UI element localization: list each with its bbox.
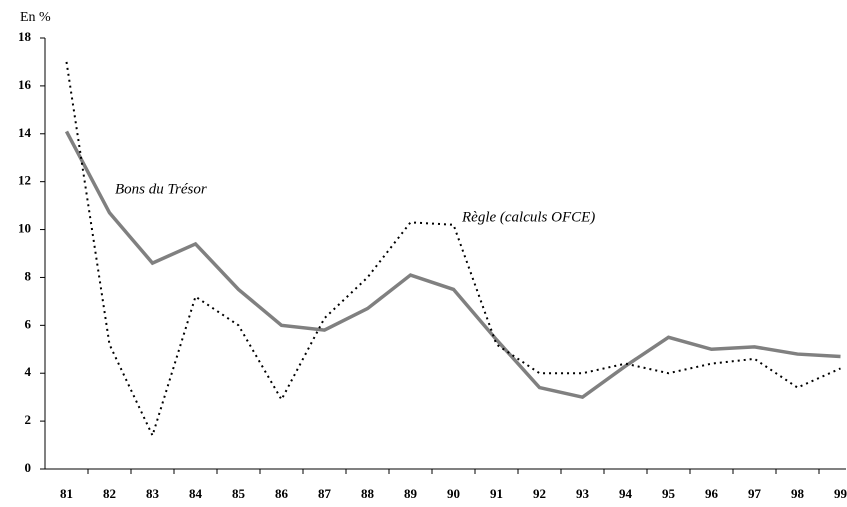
y-tick-label: 18 — [18, 29, 32, 44]
y-axis-label: En % — [20, 10, 51, 25]
x-tick-label: 81 — [60, 486, 73, 501]
x-tick-label: 97 — [748, 486, 762, 501]
x-tick-label: 83 — [146, 486, 160, 501]
x-tick-label: 99 — [834, 486, 847, 501]
x-tick-label: 91 — [490, 486, 503, 501]
y-tick-label: 4 — [25, 364, 32, 379]
x-tick-label: 88 — [361, 486, 375, 501]
y-tick-label: 0 — [25, 460, 32, 475]
x-tick-label: 82 — [103, 486, 116, 501]
y-tick-label: 2 — [25, 412, 32, 427]
x-tick-label: 89 — [404, 486, 418, 501]
y-tick-label: 8 — [25, 268, 32, 283]
line-series — [64, 130, 841, 400]
x-tick-label: 93 — [576, 486, 590, 501]
x-tick-label: 94 — [619, 486, 633, 501]
y-tick-label: 6 — [25, 316, 32, 331]
x-tick-label: 95 — [662, 486, 676, 501]
x-tick-label: 92 — [533, 486, 546, 501]
y-tick-label: 10 — [18, 221, 31, 236]
x-tick-label: 90 — [447, 486, 460, 501]
series-annotation: Règle (calculs OFCE) — [461, 209, 595, 225]
y-tick-label: 14 — [18, 125, 32, 140]
x-tick-label: 84 — [189, 486, 203, 501]
x-tick-label: 96 — [705, 486, 719, 501]
y-tick-label: 16 — [18, 77, 32, 92]
x-tick-label: 86 — [275, 486, 289, 501]
x-tick-label: 87 — [318, 486, 332, 501]
x-tick-label: 98 — [791, 486, 805, 501]
x-tick-label: 85 — [232, 486, 246, 501]
series-annotation: Bons du Trésor — [115, 181, 207, 197]
y-tick-label: 12 — [18, 173, 31, 188]
